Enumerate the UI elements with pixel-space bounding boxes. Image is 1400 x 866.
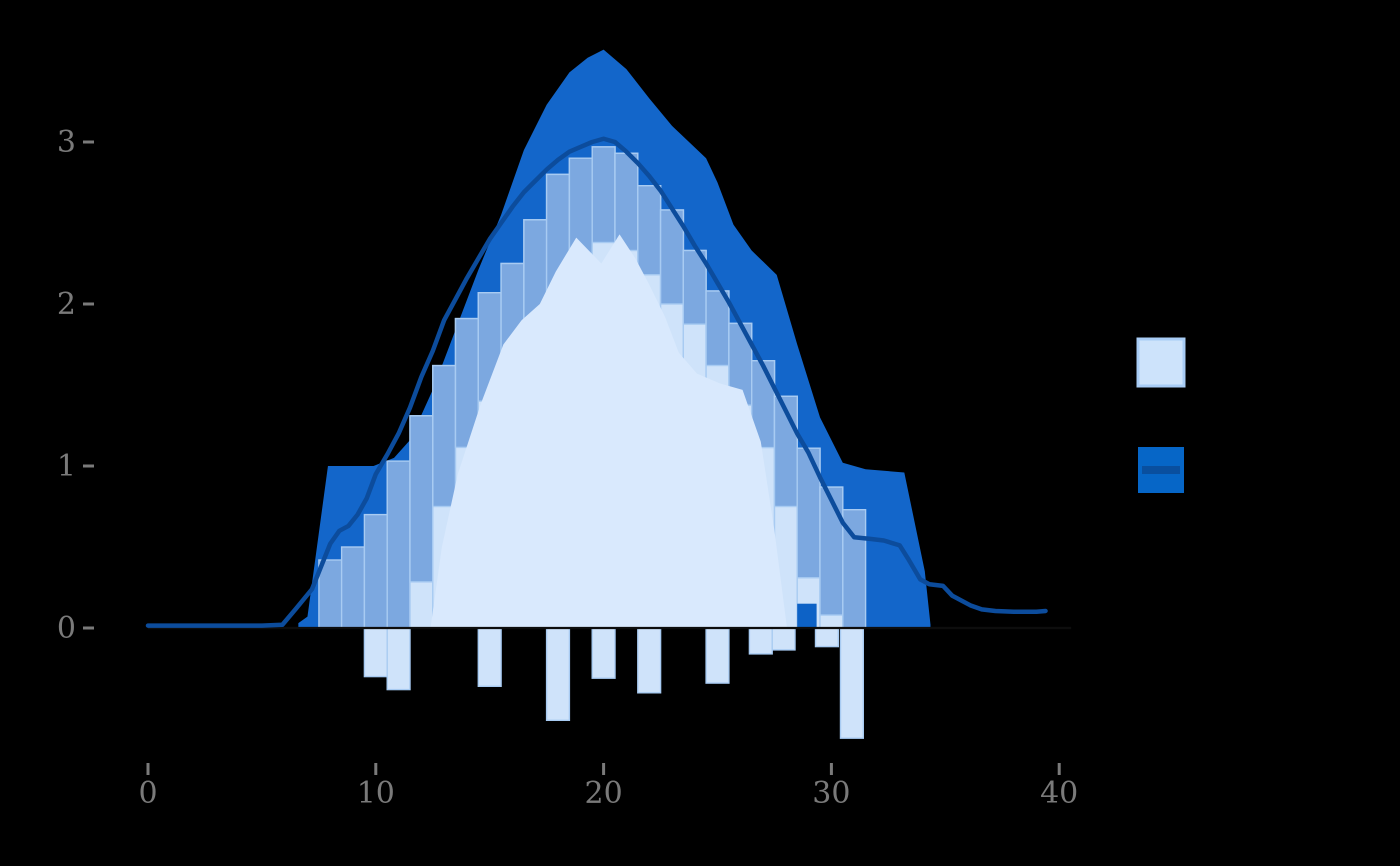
estimate-bar: [591, 146, 616, 244]
legend-midline: [1142, 466, 1180, 474]
dark-notch-patch: [797, 603, 817, 628]
observed-negative-bar: [705, 627, 730, 684]
x-tick-label: 10: [357, 776, 395, 811]
x-tick-mark: [829, 763, 833, 775]
x-tick-mark: [602, 763, 606, 775]
observed-negative-bar: [363, 627, 388, 678]
observed-negative-bar: [814, 627, 839, 648]
estimate-bar: [432, 364, 457, 508]
x-tick-label: 20: [585, 776, 623, 811]
x-tick-mark: [146, 763, 150, 775]
estimate-bar: [682, 249, 707, 325]
observed-negative-bar: [545, 627, 571, 722]
observed-negative-bar: [637, 627, 662, 694]
legend: [1136, 337, 1186, 493]
inner-area-layer: [430, 234, 787, 628]
x-tick-mark: [374, 763, 378, 775]
patch-layer: [797, 603, 817, 628]
x-tick-label: 40: [1040, 776, 1078, 811]
median-line: [145, 136, 1048, 628]
x-tick-label: 0: [138, 776, 157, 811]
estimate-bar: [386, 460, 411, 629]
observed-negative-bar: [477, 627, 502, 687]
observed-negative-bar: [839, 627, 864, 739]
estimate-bar: [705, 290, 730, 367]
observed-negative-bar: [771, 627, 796, 651]
y-tick-mark: [83, 464, 94, 468]
estimate-bar: [637, 184, 662, 276]
x-tick-mark: [1057, 763, 1061, 775]
observed-negative-bar: [748, 627, 773, 655]
negative-bars-layer: [363, 627, 864, 739]
y-tick-mark: [83, 626, 94, 630]
y-tick-label: 2: [57, 287, 76, 322]
y-tick-label: 0: [57, 611, 76, 646]
estimate-bar: [340, 546, 366, 629]
median-line-layer: [145, 136, 1048, 628]
estimate-bar: [819, 486, 844, 616]
estimate-bar: [318, 559, 343, 629]
inner-light-area: [430, 234, 787, 628]
y-tick-label: 3: [57, 125, 76, 160]
estimate-bar: [363, 513, 388, 629]
y-tick-mark: [83, 140, 94, 144]
y-tick-label: 1: [57, 449, 76, 484]
x-tick-label: 30: [812, 776, 850, 811]
observed-negative-bar: [591, 627, 616, 679]
legend-swatch-light: [1136, 337, 1186, 388]
observed-negative-bar: [386, 627, 411, 691]
estimate-bar: [614, 152, 639, 252]
estimate-bar: [409, 415, 434, 583]
y-tick-mark: [83, 302, 94, 306]
